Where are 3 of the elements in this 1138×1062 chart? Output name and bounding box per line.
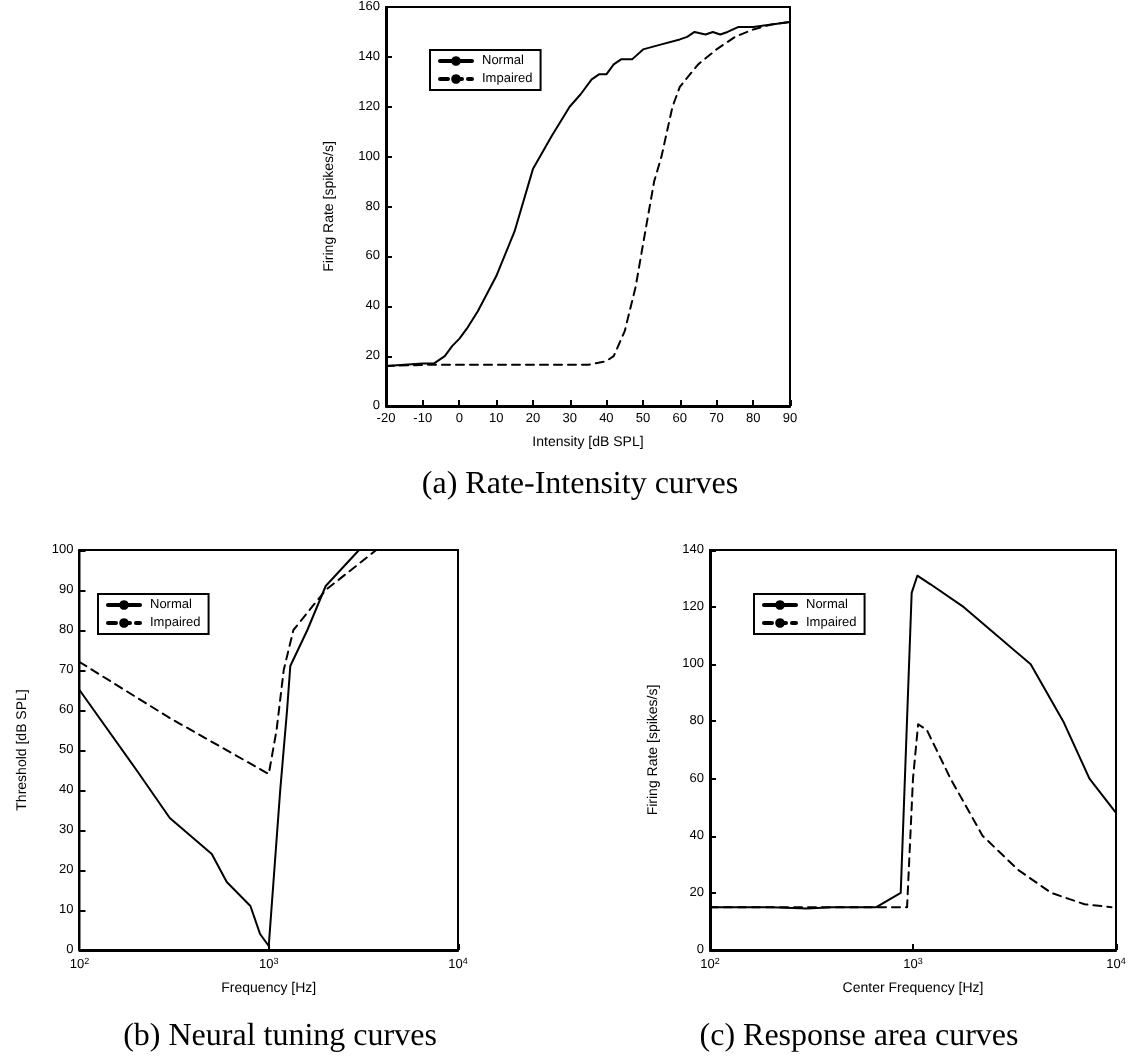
text: (a) Rate-Intensity curves bbox=[421, 467, 739, 501]
text: (b) Neural tuning curves bbox=[123, 1019, 437, 1053]
text: (c) Response area curves bbox=[699, 1019, 1019, 1053]
